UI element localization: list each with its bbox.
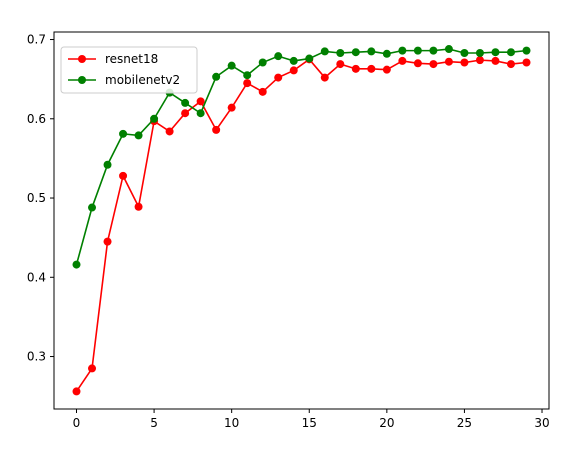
data-point xyxy=(181,109,190,118)
data-point xyxy=(367,64,376,73)
legend: resnet18 mobilenetv2 xyxy=(60,46,198,94)
data-point xyxy=(460,58,469,67)
data-point xyxy=(196,97,205,106)
data-point xyxy=(258,87,267,96)
x-tick-label: 5 xyxy=(150,416,158,430)
data-point xyxy=(274,52,283,61)
legend-item: resnet18 xyxy=(68,52,158,66)
data-point xyxy=(475,56,484,65)
data-point xyxy=(258,58,267,67)
data-point xyxy=(150,114,159,123)
data-point xyxy=(134,202,143,211)
data-point xyxy=(181,98,190,107)
data-point xyxy=(429,60,438,69)
data-point xyxy=(134,131,143,140)
legend-marker xyxy=(78,76,86,84)
data-point xyxy=(289,56,298,65)
data-point xyxy=(506,48,515,57)
data-point xyxy=(88,364,97,373)
data-point xyxy=(491,56,500,65)
data-point xyxy=(72,260,81,269)
data-point xyxy=(460,49,469,58)
x-axis: 0 5 10 15 20 25 30 xyxy=(73,409,550,430)
data-point xyxy=(196,109,205,118)
y-axis: 0.3 0.4 0.5 0.6 0.7 xyxy=(27,33,54,364)
data-point xyxy=(72,387,81,396)
data-point xyxy=(243,71,252,80)
x-tick-label: 30 xyxy=(534,416,549,430)
data-point xyxy=(320,47,329,56)
data-point xyxy=(336,60,345,69)
x-tick-label: 25 xyxy=(457,416,472,430)
data-point xyxy=(444,45,453,54)
data-point xyxy=(227,61,236,70)
series-mobilenetv2 xyxy=(72,45,531,269)
data-point xyxy=(165,127,174,136)
data-point xyxy=(119,171,128,180)
legend-label: mobilenetv2 xyxy=(105,73,180,87)
data-point xyxy=(413,46,422,55)
data-point xyxy=(382,49,391,58)
x-tick-label: 20 xyxy=(379,416,394,430)
data-point xyxy=(351,48,360,57)
data-point xyxy=(398,56,407,65)
legend-marker xyxy=(78,55,86,63)
data-point xyxy=(382,65,391,74)
data-point xyxy=(212,125,221,134)
data-point xyxy=(320,73,329,82)
data-point xyxy=(243,79,252,88)
data-point xyxy=(212,72,221,81)
data-point xyxy=(88,203,97,212)
data-point xyxy=(398,46,407,55)
data-point xyxy=(289,66,298,75)
data-point xyxy=(351,64,360,73)
data-point xyxy=(413,59,422,68)
x-tick-label: 10 xyxy=(224,416,239,430)
data-point xyxy=(506,60,515,69)
y-tick-label: 0.3 xyxy=(27,350,46,364)
data-point xyxy=(367,47,376,56)
y-tick-label: 0.6 xyxy=(27,112,46,126)
y-tick-label: 0.5 xyxy=(27,191,46,205)
data-point xyxy=(429,46,438,55)
data-point xyxy=(305,54,314,63)
data-point xyxy=(119,129,128,138)
data-point xyxy=(475,49,484,58)
data-point xyxy=(274,73,283,82)
x-tick-label: 0 xyxy=(73,416,81,430)
data-point xyxy=(103,237,112,246)
plot-frame xyxy=(53,31,550,410)
x-tick-label: 15 xyxy=(302,416,317,430)
data-point xyxy=(491,48,500,57)
legend-label: resnet18 xyxy=(105,52,158,66)
legend-item: mobilenetv2 xyxy=(68,73,180,87)
data-point xyxy=(444,57,453,66)
series-layer xyxy=(72,45,531,396)
data-point xyxy=(336,49,345,58)
data-point xyxy=(522,58,531,67)
data-point xyxy=(227,103,236,112)
y-tick-label: 0.4 xyxy=(27,270,46,284)
y-tick-label: 0.7 xyxy=(27,33,46,47)
data-point xyxy=(522,46,531,55)
data-point xyxy=(103,160,112,169)
